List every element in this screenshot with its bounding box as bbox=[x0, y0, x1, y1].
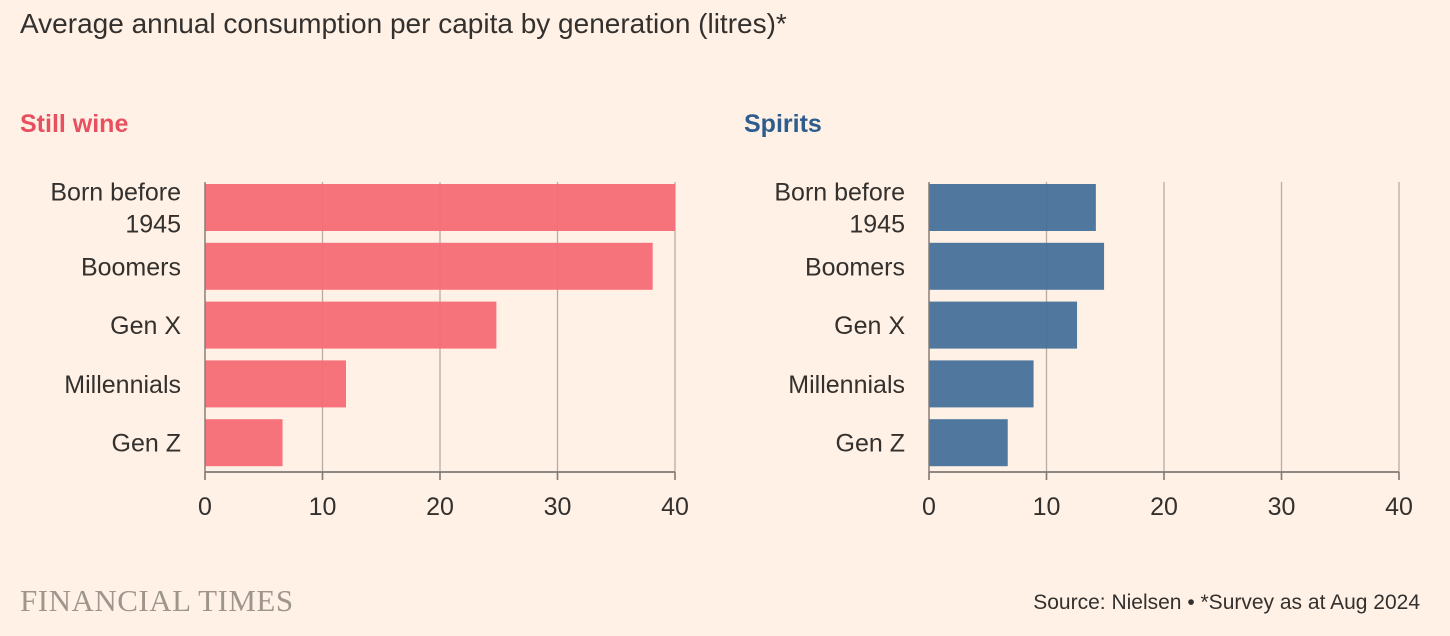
category-label: Gen X bbox=[834, 312, 905, 340]
bar bbox=[205, 242, 653, 290]
spirits-panel-title: Spirits bbox=[744, 110, 822, 138]
category-label: Gen Z bbox=[836, 430, 905, 458]
category-label: Millennials bbox=[64, 371, 181, 399]
source-note: Source: Nielsen • *Survey as at Aug 2024 bbox=[1033, 591, 1420, 614]
x-tick-label: 10 bbox=[1033, 493, 1061, 521]
wine-chart: 0 10 20 30 40 Born before 1945 Boomers Gen X Mill… bbox=[50, 179, 689, 522]
category-label: Born before bbox=[774, 179, 905, 207]
wine-panel-title: Still wine bbox=[20, 110, 129, 138]
x-tick-label: 40 bbox=[661, 493, 689, 521]
bar bbox=[205, 184, 675, 231]
x-tick-label: 0 bbox=[922, 493, 936, 521]
x-tick-label: 30 bbox=[1268, 493, 1296, 521]
category-label: 1945 bbox=[849, 211, 905, 239]
category-label: Millennials bbox=[788, 371, 905, 399]
bar bbox=[205, 301, 497, 349]
ft-logo: FINANCIAL TIMES bbox=[20, 583, 294, 618]
bar bbox=[205, 419, 283, 467]
bar bbox=[929, 184, 1096, 231]
bar bbox=[929, 419, 1008, 467]
category-label: Born before bbox=[50, 179, 181, 207]
bar bbox=[205, 360, 346, 408]
x-tick-label: 10 bbox=[309, 493, 337, 521]
x-tick-label: 0 bbox=[198, 493, 212, 521]
bar bbox=[929, 301, 1078, 349]
category-label: Boomers bbox=[805, 253, 905, 281]
category-label: Gen X bbox=[110, 312, 181, 340]
category-label: Gen Z bbox=[112, 430, 181, 458]
x-tick-label: 40 bbox=[1385, 493, 1413, 521]
x-tick-label: 20 bbox=[1150, 493, 1178, 521]
category-label: 1945 bbox=[125, 211, 181, 239]
spirits-chart: 0 10 20 30 40 Born before 1945 Boomers Gen X Mill… bbox=[774, 179, 1413, 522]
x-tick-label: 30 bbox=[544, 493, 572, 521]
bar bbox=[929, 360, 1034, 408]
category-label: Boomers bbox=[81, 253, 181, 281]
bar bbox=[929, 242, 1105, 290]
x-tick-label: 20 bbox=[426, 493, 454, 521]
chart-title: Average annual consumption per capita by… bbox=[20, 8, 787, 39]
